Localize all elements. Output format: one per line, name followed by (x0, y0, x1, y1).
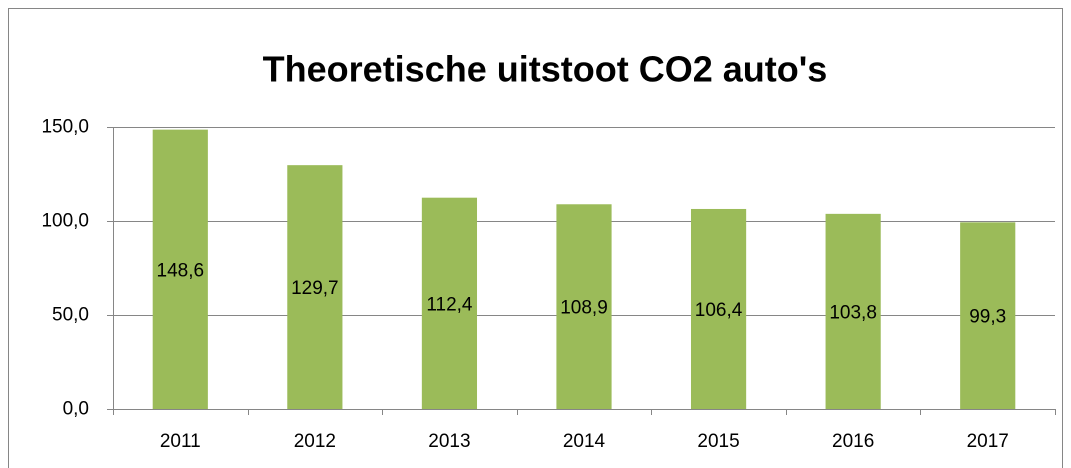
bar (690, 208, 747, 409)
x-tick-label: 2017 (967, 431, 1009, 452)
data-label: 106,4 (695, 300, 743, 321)
bar (825, 213, 881, 409)
x-tick-label: 2015 (697, 431, 739, 452)
bar (287, 165, 343, 409)
data-label: 112,4 (426, 294, 473, 315)
bar (556, 204, 612, 409)
data-label: 148,6 (157, 260, 205, 281)
x-tick-label: 2011 (160, 431, 201, 452)
y-tick-label: 100,0 (41, 211, 89, 232)
bar (152, 129, 208, 409)
x-tick-label: 2012 (294, 431, 336, 452)
data-label: 108,9 (560, 298, 608, 319)
x-tick-label: 2014 (563, 431, 606, 452)
y-tick-label: 150,0 (41, 117, 89, 138)
data-label: 103,8 (829, 302, 877, 323)
bar (421, 197, 478, 409)
y-tick-label: 0,0 (63, 399, 89, 420)
chart-title: Theoretische uitstoot CO2 auto's (263, 49, 828, 90)
y-tick-label: 50,0 (52, 305, 89, 326)
bar (960, 222, 1016, 409)
data-label: 129,7 (291, 278, 339, 299)
x-tick-label: 2016 (832, 431, 874, 452)
x-tick-label: 2013 (428, 431, 470, 452)
data-label: 99,3 (969, 307, 1006, 328)
